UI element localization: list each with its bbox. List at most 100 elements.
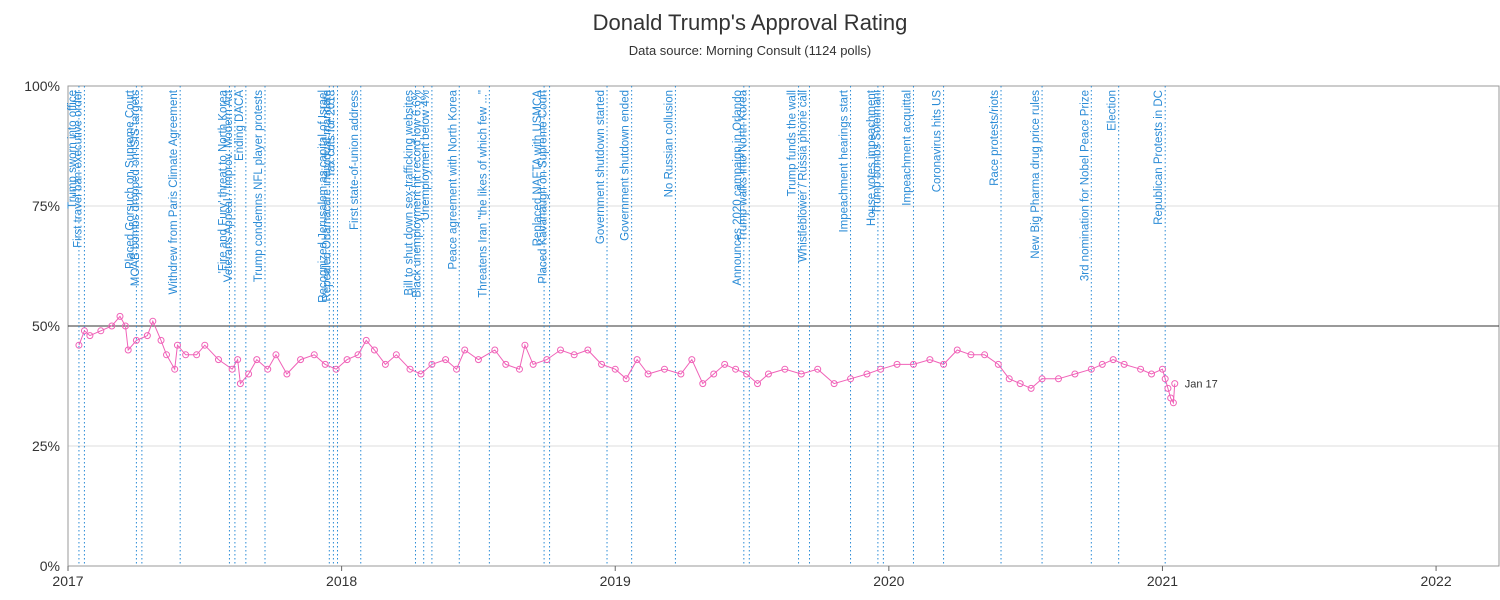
x-tick-label: 2019: [600, 573, 631, 589]
annotation-label: Race protests/riots: [989, 90, 1001, 186]
point: [543, 356, 551, 364]
point: [633, 356, 641, 364]
point: [173, 341, 181, 349]
chart-title: Donald Trump's Approval Rating: [593, 10, 908, 35]
point: [830, 380, 838, 388]
point: [381, 360, 389, 368]
point: [967, 351, 975, 359]
point: [710, 370, 718, 378]
annotation-label: Withdrew from Paris Climate Agreement: [168, 89, 180, 294]
point: [272, 351, 280, 359]
annotation-label: New Big Pharma drug price rules: [1030, 90, 1042, 259]
point: [557, 346, 565, 354]
annotation-label: Republican Protests in DC: [1153, 90, 1165, 225]
point: [1054, 375, 1062, 383]
point: [981, 351, 989, 359]
point: [228, 365, 236, 373]
point: [814, 365, 822, 373]
y-tick-label: 100%: [24, 78, 60, 94]
point: [362, 336, 370, 344]
annotation-label: Ending DACA: [234, 90, 246, 161]
point: [1161, 375, 1169, 383]
point: [1137, 365, 1145, 373]
annotation-label: Bill to shut down sex-trafficking websit…: [403, 90, 415, 296]
point: [370, 346, 378, 354]
x-tick-label: 2020: [873, 573, 904, 589]
y-tick-label: 75%: [32, 198, 60, 214]
annotation-label: First travel ban executive order: [72, 90, 84, 248]
x-tick-label: 2021: [1147, 573, 1178, 589]
point: [502, 360, 510, 368]
point: [877, 365, 885, 373]
point: [332, 365, 340, 373]
annotation-label: Trump bombs Soleimani: [871, 90, 883, 214]
point: [86, 332, 94, 340]
annotation-label: First state-of-union address: [349, 90, 361, 230]
point: [660, 365, 668, 373]
point: [245, 370, 253, 378]
point: [1148, 370, 1156, 378]
annotation-label: Repealed Obamacare individual mandate: [321, 90, 333, 302]
annotation-label: Replaced NAFTA with USMCA: [532, 90, 544, 247]
point: [515, 365, 523, 373]
annotation-label: 'Fire and Fury' threat to North Korea: [217, 89, 229, 273]
series-line: [78, 315, 1176, 405]
point: [157, 336, 165, 344]
point: [1087, 365, 1095, 373]
point: [201, 341, 209, 349]
annotation-label: Trump walks into North Korea: [737, 89, 749, 241]
point: [764, 370, 772, 378]
point: [321, 360, 329, 368]
point: [754, 380, 762, 388]
point: [121, 322, 129, 330]
y-tick-label: 0%: [40, 558, 60, 574]
annotation-label: Trump condemns NFL player protests: [253, 90, 265, 282]
annotation-label: Government shutdown ended: [620, 90, 632, 241]
annotation-label: Whistleblower / Russia phone call: [797, 90, 809, 262]
point: [442, 356, 450, 364]
point: [521, 341, 529, 349]
point: [132, 336, 140, 344]
point: [1120, 360, 1128, 368]
point: [994, 360, 1002, 368]
point: [677, 370, 685, 378]
point: [529, 360, 537, 368]
annotation-label: Veterans Appeal / Improv. Modern Act: [223, 89, 235, 282]
point: [417, 370, 425, 378]
point: [743, 370, 751, 378]
annotation-label: Threatens Iran "the likes of which few .…: [477, 90, 489, 298]
point: [124, 346, 132, 354]
chart-subtitle: Data source: Morning Consult (1124 polls…: [629, 43, 872, 58]
point: [75, 341, 83, 349]
end-label: Jan 17: [1185, 379, 1218, 391]
y-tick-label: 25%: [32, 438, 60, 454]
y-tick-label: 50%: [32, 318, 60, 334]
point: [461, 346, 469, 354]
point: [732, 365, 740, 373]
point: [1071, 370, 1079, 378]
point: [699, 380, 707, 388]
annotation-label: No Russian collusion: [663, 90, 675, 197]
point: [108, 322, 116, 330]
point: [688, 356, 696, 364]
point: [491, 346, 499, 354]
point: [622, 375, 630, 383]
point: [1171, 380, 1179, 388]
annotation-label: Impeachment acquittal: [901, 90, 913, 206]
x-tick-label: 2017: [52, 573, 83, 589]
point: [310, 351, 318, 359]
point: [234, 356, 242, 364]
point: [644, 370, 652, 378]
point: [264, 365, 272, 373]
annotation-label: Election: [1107, 90, 1119, 131]
point: [97, 327, 105, 335]
point: [570, 351, 578, 359]
point: [236, 380, 244, 388]
point: [909, 360, 917, 368]
annotation-label: Trump sworn into office: [67, 90, 79, 209]
point: [721, 360, 729, 368]
point: [1038, 375, 1046, 383]
annotation-label: Announces 2020 campaign in Orlando: [732, 90, 744, 286]
annotation-label: Placed Kavanaugh on Supreme Court: [538, 89, 550, 284]
